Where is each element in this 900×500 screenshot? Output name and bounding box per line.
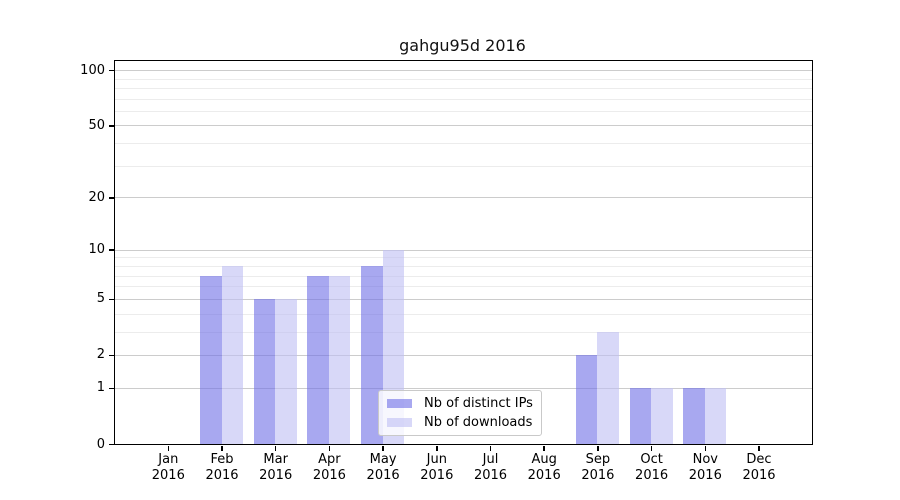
bar-downloads-sep bbox=[597, 331, 619, 444]
bar-distinct-ips-nov bbox=[683, 387, 705, 444]
x-tick-mark bbox=[650, 446, 653, 451]
minor-gridline bbox=[115, 98, 812, 100]
minor-gridline bbox=[115, 87, 812, 89]
minor-gridline bbox=[115, 143, 812, 145]
major-gridline bbox=[115, 249, 812, 251]
major-gridline bbox=[115, 354, 812, 356]
minor-gridline bbox=[115, 265, 812, 267]
bar-downloads-feb bbox=[221, 266, 243, 444]
y-tick-mark bbox=[109, 354, 114, 357]
bar-downloads-apr bbox=[328, 275, 351, 444]
x-tick-label: Aug 2016 bbox=[527, 452, 561, 483]
legend-swatch-downloads bbox=[387, 418, 412, 427]
x-tick-label: Dec 2016 bbox=[742, 452, 776, 483]
bar-distinct-ips-mar bbox=[253, 298, 276, 444]
x-tick-mark bbox=[328, 446, 331, 451]
major-gridline bbox=[115, 298, 812, 300]
minor-gridline bbox=[115, 165, 812, 167]
y-tick-mark bbox=[109, 249, 114, 251]
y-tick-label: 20 bbox=[88, 189, 105, 205]
minor-gridline bbox=[115, 78, 812, 80]
x-tick-label: Nov 2016 bbox=[688, 452, 722, 483]
legend: Nb of distinct IPs Nb of downloads bbox=[378, 390, 542, 436]
x-tick-mark bbox=[597, 446, 599, 451]
x-tick-mark bbox=[758, 446, 760, 451]
x-tick-label: Jun 2016 bbox=[420, 452, 454, 483]
x-tick-label: Jul 2016 bbox=[473, 452, 508, 483]
x-tick-mark bbox=[704, 446, 707, 451]
y-tick-label: 5 bbox=[96, 291, 105, 307]
major-gridline bbox=[115, 70, 812, 72]
x-tick-mark bbox=[489, 446, 492, 451]
x-tick-label: Jan 2016 bbox=[151, 452, 185, 483]
y-tick-label: 50 bbox=[88, 117, 105, 133]
minor-gridline bbox=[115, 275, 812, 277]
bar-layer bbox=[115, 61, 812, 444]
minor-gridline bbox=[115, 331, 812, 333]
minor-gridline bbox=[115, 110, 812, 112]
y-tick-mark bbox=[109, 443, 114, 446]
x-tick-mark bbox=[543, 446, 545, 451]
plot-area bbox=[114, 60, 813, 445]
x-tick-mark bbox=[436, 446, 438, 451]
x-tick-label: Mar 2016 bbox=[259, 452, 293, 483]
y-tick-label: 100 bbox=[80, 62, 105, 78]
bar-downloads-oct bbox=[651, 387, 673, 444]
x-tick-label: Sep 2016 bbox=[581, 452, 615, 483]
minor-gridline bbox=[115, 257, 812, 259]
y-tick-mark bbox=[109, 69, 114, 72]
x-tick-label: Apr 2016 bbox=[312, 452, 346, 483]
major-gridline bbox=[115, 387, 812, 389]
y-tick-label: 10 bbox=[88, 242, 105, 258]
x-tick-label: Oct 2016 bbox=[635, 452, 669, 483]
legend-row-distinct-ips: Nb of distinct IPs bbox=[387, 395, 533, 411]
bar-downloads-nov bbox=[704, 387, 727, 444]
minor-gridline bbox=[115, 313, 812, 315]
y-tick-label: 2 bbox=[96, 347, 105, 363]
minor-gridline bbox=[115, 286, 812, 288]
legend-swatch-distinct-ips bbox=[387, 399, 412, 408]
bar-distinct-ips-apr bbox=[307, 275, 329, 444]
y-tick-mark bbox=[109, 298, 114, 301]
x-tick-label: Feb 2016 bbox=[205, 452, 239, 483]
bar-downloads-mar bbox=[275, 298, 297, 444]
legend-label-downloads: Nb of downloads bbox=[424, 414, 533, 430]
legend-row-downloads: Nb of downloads bbox=[387, 414, 533, 430]
major-gridline bbox=[115, 197, 812, 199]
x-tick-label: May 2016 bbox=[366, 452, 400, 483]
bar-distinct-ips-oct bbox=[629, 387, 652, 444]
chart-title: gahgu95d 2016 bbox=[399, 36, 526, 55]
y-tick-mark bbox=[109, 125, 114, 127]
x-tick-mark bbox=[221, 446, 223, 451]
y-tick-mark bbox=[109, 197, 114, 199]
bar-distinct-ips-sep bbox=[575, 355, 598, 444]
y-tick-label: 0 bbox=[96, 436, 105, 452]
x-tick-mark bbox=[167, 446, 170, 451]
bar-distinct-ips-may bbox=[361, 266, 383, 444]
y-tick-mark bbox=[109, 387, 114, 390]
bar-distinct-ips-feb bbox=[200, 275, 222, 444]
x-tick-mark bbox=[274, 446, 277, 451]
gridline-layer bbox=[115, 61, 812, 444]
y-tick-label: 1 bbox=[96, 380, 105, 396]
legend-label-distinct-ips: Nb of distinct IPs bbox=[424, 395, 533, 411]
major-gridline bbox=[115, 125, 812, 127]
x-tick-mark bbox=[382, 446, 384, 451]
